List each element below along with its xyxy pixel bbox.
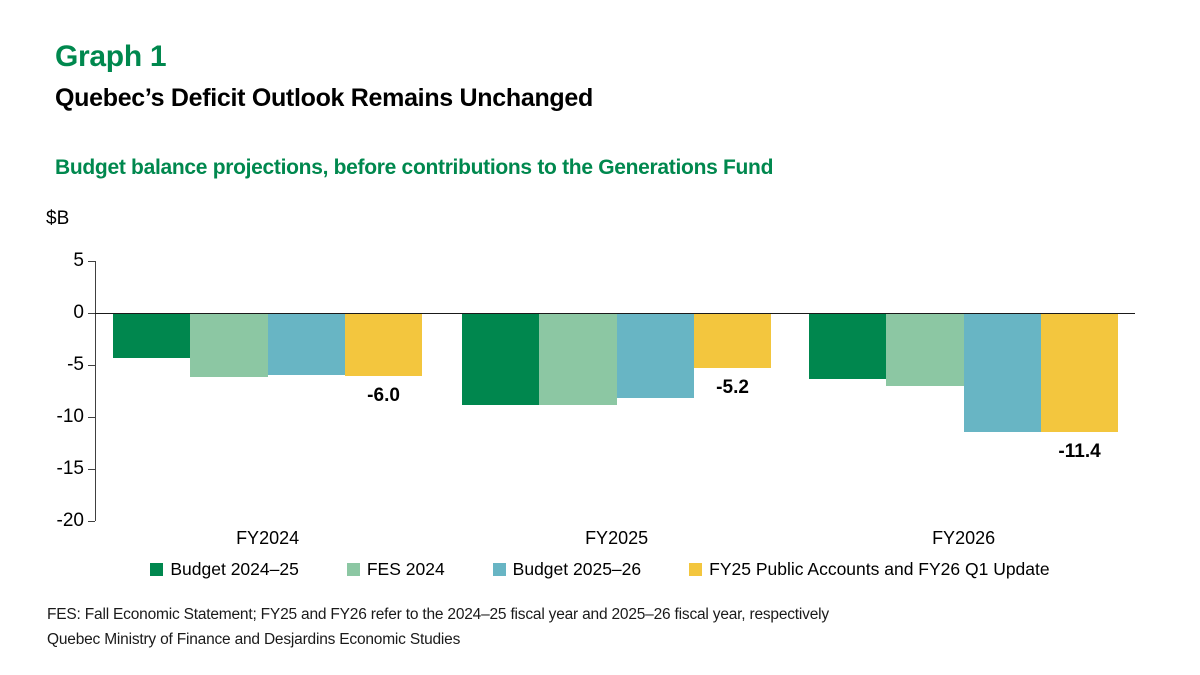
bar — [963, 313, 1041, 433]
bar — [1040, 313, 1119, 433]
legend-item: Budget 2024–25 — [150, 559, 299, 579]
legend-swatch — [150, 562, 164, 576]
bar — [462, 313, 540, 406]
chart-subtitle: Budget balance projections, before contr… — [55, 156, 774, 179]
legend-label: FY25 Public Accounts and FY26 Q1 Update — [709, 559, 1050, 579]
x-category-label: FY2026 — [932, 528, 996, 548]
bar — [190, 313, 268, 378]
zero-line — [95, 312, 1135, 315]
bar — [113, 313, 191, 359]
y-axis-tick — [88, 312, 95, 314]
x-category-label: FY2024 — [236, 528, 300, 548]
x-category-label: FY2025 — [585, 528, 649, 548]
legend-label: FES 2024 — [366, 559, 445, 579]
y-axis-tick — [88, 468, 95, 470]
legend-item: Budget 2025–26 — [492, 559, 642, 579]
y-axis-tick — [88, 364, 95, 366]
bar — [344, 313, 423, 377]
legend-label: Budget 2025–26 — [512, 559, 642, 579]
value-label: -11.4 — [1058, 441, 1101, 463]
bar — [616, 313, 694, 398]
graph-number-label: Graph 1 — [55, 40, 167, 73]
bar — [886, 313, 964, 387]
chart-legend: Budget 2024–25 FES 2024 Budget 2025–26 FY25… — [0, 560, 1200, 578]
value-label: -6.0 — [367, 385, 400, 407]
legend-item: FY25 Public Accounts and FY26 Q1 Update — [689, 559, 1050, 579]
y-tick-label: -15 — [56, 457, 84, 479]
bar — [539, 313, 617, 406]
y-tick-label: 0 — [73, 301, 84, 323]
footnote-source: Quebec Ministry of Finance and Desjardin… — [47, 631, 461, 648]
y-tick-label: 5 — [73, 249, 84, 271]
value-label: -5.2 — [716, 376, 749, 398]
legend-item: FES 2024 — [346, 559, 445, 579]
legend-label: Budget 2024–25 — [170, 559, 299, 579]
y-tick-label: -5 — [67, 353, 84, 375]
bar — [693, 313, 772, 368]
chart-title: Quebec’s Deficit Outlook Remains Unchang… — [55, 84, 593, 112]
bar — [267, 313, 345, 376]
legend-swatch — [689, 562, 703, 576]
legend-swatch — [346, 562, 360, 576]
footnote-definitions: FES: Fall Economic Statement; FY25 and F… — [47, 606, 829, 623]
y-axis-tick — [88, 520, 95, 522]
y-axis-unit-label: $B — [46, 208, 70, 229]
legend-swatch — [492, 562, 506, 576]
y-axis-line — [95, 260, 96, 521]
y-tick-label: -20 — [56, 509, 84, 531]
y-axis-tick — [88, 416, 95, 418]
y-axis-tick — [88, 260, 95, 262]
y-tick-label: -10 — [56, 405, 84, 427]
bar — [809, 313, 887, 380]
